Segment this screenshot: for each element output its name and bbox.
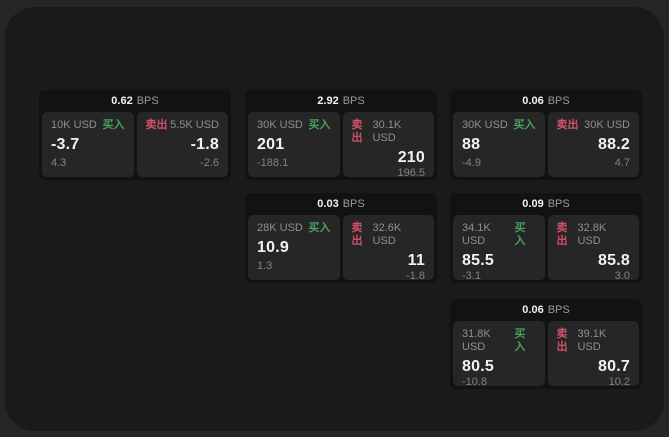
quote-card: 0.09 BPS 34.1K USD 买入 85.5 -3.1 卖出 32.8K…: [450, 193, 642, 283]
sell-change-value: 4.7: [614, 157, 630, 169]
buy-tile[interactable]: 34.1K USD 买入 85.5 -3.1: [453, 215, 545, 282]
bps-unit-label: BPS: [342, 198, 365, 210]
buy-amount-label: 28K USD: [257, 222, 303, 234]
bps-value: 0.03: [317, 198, 339, 210]
sell-side-label: 卖出: [556, 328, 568, 353]
sell-amount-label: 32.6K USD: [372, 222, 402, 247]
sell-tile[interactable]: 卖出 32.6K USD 11 -1.8: [342, 215, 434, 282]
buy-side-label: 买入: [102, 119, 125, 131]
quote-card: 0.06 BPS 30K USD 买入 88 -4.9 卖出 30K USD: [450, 90, 642, 180]
bps-value: 0.06: [522, 95, 544, 107]
bps-unit-label: BPS: [547, 198, 570, 210]
buy-change-value: -188.1: [257, 157, 289, 169]
sell-tile[interactable]: 卖出 30K USD 88.2 4.7: [547, 112, 639, 177]
buy-side-label: 买入: [514, 328, 526, 353]
buy-amount-label: 30K USD: [257, 119, 303, 131]
bps-unit-label: BPS: [547, 95, 570, 107]
sell-side-label: 卖出: [556, 119, 579, 131]
sell-price-value: 210: [397, 149, 425, 166]
buy-change-value: 1.3: [257, 260, 273, 272]
buy-tile[interactable]: 28K USD 买入 10.9 1.3: [248, 215, 340, 280]
sell-price-value: 11: [407, 252, 425, 269]
card-bps-header: 0.62 BPS: [39, 90, 231, 112]
quote-tiles: 31.8K USD 买入 80.5 -10.8 卖出 39.1K USD 80.…: [453, 321, 639, 388]
quote-tiles: 34.1K USD 买入 85.5 -3.1 卖出 32.8K USD 85.8…: [453, 215, 639, 282]
buy-price-value: 88: [462, 136, 481, 153]
buy-side-label: 买入: [308, 222, 331, 234]
sell-tile[interactable]: 卖出 39.1K USD 80.7 10.2: [547, 321, 639, 388]
buy-side-label: 买入: [308, 119, 331, 131]
quote-card: 0.06 BPS 31.8K USD 买入 80.5 -10.8 卖出 39.1…: [450, 299, 642, 389]
bps-value: 0.62: [111, 95, 133, 107]
sell-amount-label: 5.5K USD: [170, 119, 219, 131]
sell-tile[interactable]: 卖出 32.8K USD 85.8 3.0: [547, 215, 639, 282]
buy-change-value: -4.9: [462, 157, 481, 169]
card-bps-header: 0.06 BPS: [450, 90, 642, 112]
sell-amount-label: 39.1K USD: [577, 328, 607, 353]
buy-tile[interactable]: 31.8K USD 买入 80.5 -10.8: [453, 321, 545, 388]
buy-tile[interactable]: 30K USD 买入 201 -188.1: [248, 112, 340, 177]
sell-change-value: 3.0: [614, 270, 630, 282]
sell-amount-label: 30K USD: [584, 119, 630, 131]
sell-price-value: 85.8: [598, 252, 630, 269]
buy-side-label: 买入: [513, 119, 536, 131]
quote-tiles: 10K USD 买入 -3.7 4.3 卖出 5.5K USD -1.8 -2.…: [42, 112, 228, 177]
buy-price-value: 10.9: [257, 239, 289, 256]
sell-side-label: 卖出: [145, 119, 168, 131]
buy-amount-label: 31.8K USD: [462, 328, 491, 353]
quote-tiles: 30K USD 买入 88 -4.9 卖出 30K USD 88.2 4.7: [453, 112, 639, 177]
quote-card: 0.62 BPS 10K USD 买入 -3.7 4.3 卖出 5.5K USD: [39, 90, 231, 180]
quote-card: 2.92 BPS 30K USD 买入 201 -188.1 卖出 30.1K …: [245, 90, 437, 180]
card-bps-header: 0.06 BPS: [450, 299, 642, 321]
sell-side-label: 卖出: [351, 222, 363, 247]
bps-unit-label: BPS: [342, 95, 365, 107]
bps-unit-label: BPS: [547, 304, 570, 316]
card-bps-header: 2.92 BPS: [245, 90, 437, 112]
buy-tile[interactable]: 10K USD 买入 -3.7 4.3: [42, 112, 134, 177]
bps-unit-label: BPS: [136, 95, 159, 107]
buy-price-value: 85.5: [462, 252, 494, 269]
buy-price-value: 80.5: [462, 358, 494, 375]
sell-price-value: -1.8: [190, 136, 219, 153]
sell-amount-label: 30.1K USD: [372, 119, 402, 144]
buy-price-value: -3.7: [51, 136, 80, 153]
buy-amount-label: 34.1K USD: [462, 222, 491, 247]
sell-change-value: -1.8: [406, 270, 425, 282]
sell-side-label: 卖出: [351, 119, 363, 144]
buy-price-value: 201: [257, 136, 285, 153]
sell-change-value: -2.6: [200, 157, 219, 169]
card-bps-header: 0.09 BPS: [450, 193, 642, 215]
quote-tiles: 28K USD 买入 10.9 1.3 卖出 32.6K USD 11 -1.8: [248, 215, 434, 282]
buy-amount-label: 30K USD: [462, 119, 508, 131]
card-bps-header: 0.03 BPS: [245, 193, 437, 215]
sell-price-value: 80.7: [598, 358, 630, 375]
buy-change-value: -10.8: [462, 376, 488, 388]
app-panel: 0.62 BPS 10K USD 买入 -3.7 4.3 卖出 5.5K USD: [5, 7, 664, 431]
bps-value: 2.92: [317, 95, 339, 107]
sell-side-label: 卖出: [556, 222, 568, 247]
sell-change-value: 10.2: [608, 376, 630, 388]
sell-tile[interactable]: 卖出 5.5K USD -1.8 -2.6: [136, 112, 228, 177]
sell-amount-label: 32.8K USD: [577, 222, 607, 247]
sell-price-value: 88.2: [598, 136, 630, 153]
quote-card: 0.03 BPS 28K USD 买入 10.9 1.3 卖出 32.6K US…: [245, 193, 437, 283]
sell-tile[interactable]: 卖出 30.1K USD 210 196.5: [342, 112, 434, 179]
bps-value: 0.06: [522, 304, 544, 316]
buy-amount-label: 10K USD: [51, 119, 97, 131]
sell-change-value: 196.5: [397, 167, 425, 179]
buy-side-label: 买入: [514, 222, 526, 247]
buy-change-value: -3.1: [462, 270, 481, 282]
buy-change-value: 4.3: [51, 157, 67, 169]
buy-tile[interactable]: 30K USD 买入 88 -4.9: [453, 112, 545, 177]
bps-value: 0.09: [522, 198, 544, 210]
quote-tiles: 30K USD 买入 201 -188.1 卖出 30.1K USD 210 1…: [248, 112, 434, 179]
